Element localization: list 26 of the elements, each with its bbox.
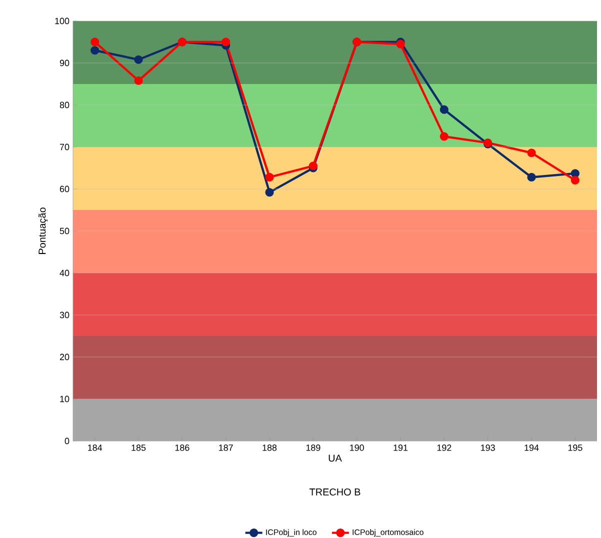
- y-tick-label: 10: [60, 396, 70, 402]
- y-axis-title: Pontuação: [38, 208, 48, 254]
- x-tick-label: 193: [481, 444, 495, 451]
- y-tick-label: 50: [60, 228, 70, 234]
- x-tick-label: 188: [262, 444, 277, 451]
- x-tick-label: 187: [219, 444, 233, 451]
- x-tick-label: 186: [175, 444, 190, 451]
- y-tick-label: 100: [55, 18, 70, 24]
- y-tick-label: 80: [60, 102, 70, 108]
- x-tick-label: 184: [88, 444, 102, 451]
- y-tick-label: 20: [60, 354, 70, 360]
- y-tick-label: 60: [60, 186, 70, 192]
- x-tick-label: 192: [437, 444, 452, 451]
- x-tick-label: 185: [132, 444, 146, 451]
- x-tick-label: 191: [394, 444, 408, 451]
- y-tick-label: 30: [60, 312, 70, 318]
- y-tick-label: 40: [60, 270, 70, 276]
- x-tick-label: 194: [524, 444, 539, 451]
- x-axis-title: UA: [328, 454, 342, 462]
- x-tick-label: 190: [350, 444, 364, 451]
- y-tick-label: 90: [60, 60, 70, 66]
- text: TRECHO B: [309, 488, 360, 496]
- y-tick-label: 0: [64, 438, 70, 444]
- y-tick-label: 70: [60, 144, 70, 150]
- x-tick-label: 195: [568, 444, 582, 451]
- x-tick-label: 189: [306, 444, 320, 451]
